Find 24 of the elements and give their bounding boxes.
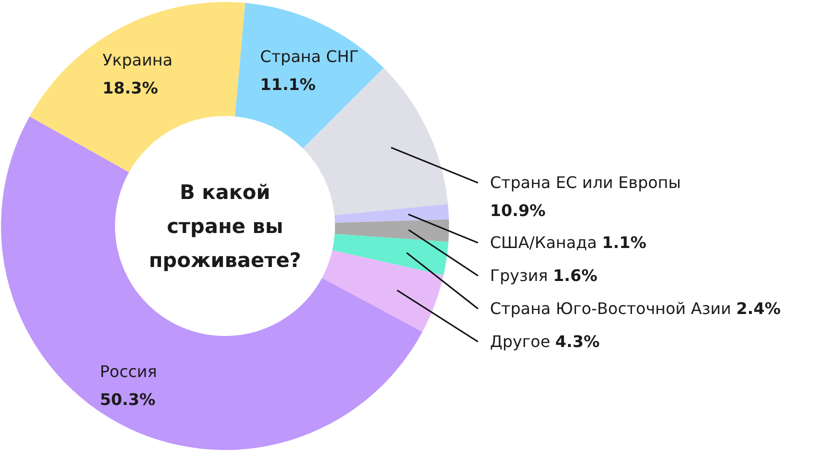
donut-slice (332, 234, 448, 276)
data-label: 2.4% (736, 298, 781, 318)
donut-slice (322, 250, 444, 332)
data-label: 1.1% (602, 232, 646, 252)
data-label: 1.6% (553, 266, 598, 285)
data-label: 4.3% (555, 332, 600, 351)
slice-label: Грузия (490, 266, 553, 285)
data-label: 18.3% (102, 78, 158, 98)
data-label: 11.1% (260, 74, 316, 94)
donut-slice (334, 219, 449, 242)
donut-slice (234, 2, 384, 148)
slice-label: Страна СНГ (260, 46, 359, 66)
slice-label: Страна Юго-Восточной Азии (490, 298, 736, 318)
slice-label: Украина (102, 50, 173, 70)
donut-slice (0, 116, 422, 450)
donut-slice (334, 204, 449, 223)
data-label: 50.3% (100, 390, 156, 410)
slice-label: Страна ЕС или Европы (490, 172, 681, 192)
slice-label: США/Канада (490, 232, 602, 252)
text: В какой стране вы проживаете? (148, 180, 302, 272)
slice-label: Россия (100, 362, 157, 382)
data-label: 10.9% (490, 200, 546, 220)
donut-slice (30, 2, 246, 172)
slice-label: Другое (490, 332, 556, 351)
